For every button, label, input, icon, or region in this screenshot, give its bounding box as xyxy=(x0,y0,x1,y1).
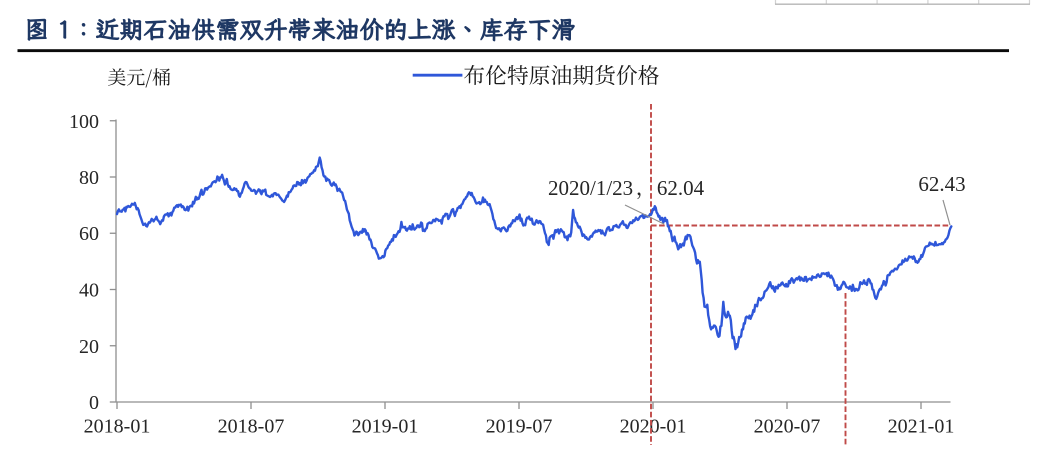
svg-text:60: 60 xyxy=(79,223,99,245)
svg-text:2020/1/23: 2020/1/23 xyxy=(548,176,633,200)
svg-text:62.43: 62.43 xyxy=(918,172,965,196)
svg-text:2018-01: 2018-01 xyxy=(84,416,151,438)
svg-text:40: 40 xyxy=(79,280,99,302)
svg-text:20: 20 xyxy=(79,336,99,358)
svg-text:2020-07: 2020-07 xyxy=(754,416,821,438)
svg-text:2018-07: 2018-07 xyxy=(218,416,285,438)
svg-text:2019-07: 2019-07 xyxy=(486,416,553,438)
svg-text:100: 100 xyxy=(69,111,99,133)
svg-text:62.04: 62.04 xyxy=(657,176,705,200)
svg-text:2020-01: 2020-01 xyxy=(620,416,687,438)
svg-text:0: 0 xyxy=(89,392,99,414)
svg-text:2021-01: 2021-01 xyxy=(888,416,955,438)
svg-text:2019-01: 2019-01 xyxy=(352,416,419,438)
svg-text:80: 80 xyxy=(79,167,99,189)
